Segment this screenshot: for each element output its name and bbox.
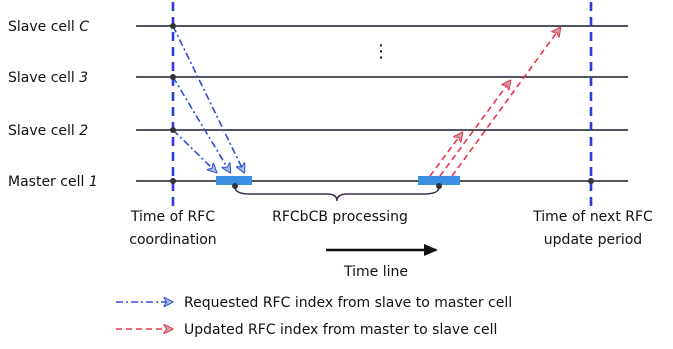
update-arrow-slave-3 [439,81,510,177]
event-dot [588,178,594,184]
legend-update-label: Updated RFC index from master to slave c… [184,322,497,338]
processing-block-start [216,176,252,185]
request-arrow-slave-3 [172,76,230,172]
event-dot [170,127,176,133]
update-arrow-slave-2 [429,133,462,177]
event-dot [232,183,238,189]
cell-label-slave-2: Slave cell 2 [8,123,88,139]
request-arrow-slave-2 [172,129,216,172]
processing-brace [234,186,440,202]
cell-label-master-1: Master cell 1 [8,174,98,190]
next-update-caption: update period [544,232,642,248]
request-arrow-slave-c [172,25,244,172]
event-dot [170,23,176,29]
next-update-caption: Time of next RFC [532,209,653,225]
more-cells-ellipsis: ⋮ [372,41,390,62]
update-arrow-slave-c [451,28,560,177]
cell-label-slave-3: Slave cell 3 [8,70,88,86]
event-dot [436,183,442,189]
timeline-caption: Time line [343,264,408,280]
processing-caption: RFCbCB processing [272,209,408,225]
event-dot [170,74,176,80]
rfc-coordination-caption: Time of RFC [130,209,215,225]
rfc-coordination-caption: coordination [129,232,216,248]
processing-block-end [418,176,460,185]
legend-request-label: Requested RFC index from slave to master… [184,295,512,311]
event-dot [170,178,176,184]
cell-label-slave-c: Slave cell C [8,19,89,35]
